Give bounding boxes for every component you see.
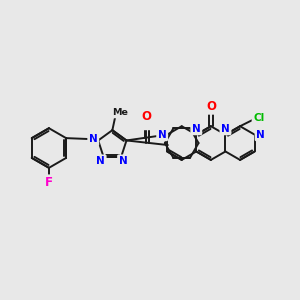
Text: O: O	[142, 110, 152, 123]
Text: Me: Me	[112, 108, 128, 117]
Text: N: N	[158, 130, 167, 140]
Text: Cl: Cl	[253, 113, 265, 123]
Text: N: N	[119, 156, 128, 166]
Text: F: F	[45, 176, 53, 189]
Text: N: N	[221, 124, 230, 134]
Text: N: N	[192, 124, 201, 134]
Text: O: O	[206, 100, 216, 113]
Text: O: O	[142, 116, 152, 128]
Text: N: N	[256, 130, 265, 140]
Text: N: N	[96, 156, 105, 166]
Text: N: N	[89, 134, 98, 145]
